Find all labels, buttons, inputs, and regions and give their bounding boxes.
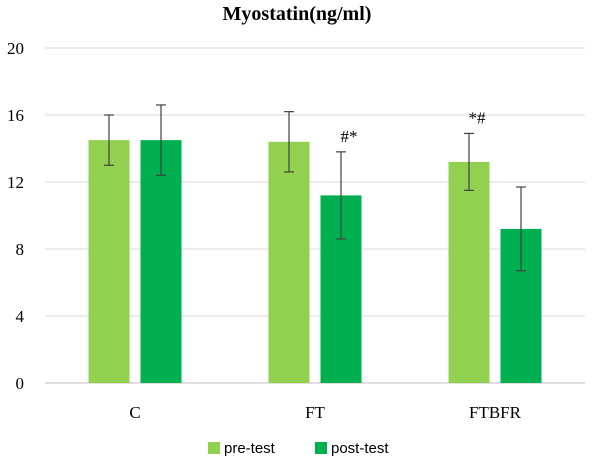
category-label: C	[129, 403, 140, 422]
y-tick-label: 20	[7, 39, 24, 58]
error-bar	[464, 132, 474, 191]
bars	[88, 140, 542, 383]
error-bar	[156, 104, 166, 176]
bar-post-test-C	[140, 140, 182, 383]
y-axis-ticks: 0 4 8 12 16 20	[7, 39, 25, 393]
error-bar	[104, 114, 114, 166]
y-tick-label: 12	[7, 173, 24, 192]
bar-pre-test-FT	[268, 141, 310, 383]
significance-annotations: #* *#	[341, 108, 487, 145]
error-bar	[284, 111, 294, 173]
legend-swatch	[315, 442, 327, 454]
legend-label: post-test	[331, 440, 389, 457]
y-tick-label: 16	[7, 106, 24, 125]
category-label: FTBFR	[469, 403, 522, 422]
error-bars	[104, 104, 526, 272]
y-tick-label: 0	[16, 374, 25, 393]
category-label: FT	[305, 403, 325, 422]
error-bar	[336, 151, 346, 240]
significance-marker: *#	[469, 108, 487, 127]
legend-label: pre-test	[224, 440, 276, 457]
bar-pre-test-C	[88, 140, 130, 383]
gridlines	[45, 47, 585, 384]
error-bar	[516, 186, 526, 272]
x-axis-categories: C FT FTBFR	[129, 403, 521, 422]
y-tick-label: 4	[16, 307, 25, 326]
legend-item: pre-test	[208, 440, 276, 457]
chart-title: Myostatin(ng/ml)	[223, 3, 372, 25]
bar-pre-test-FTBFR	[448, 161, 490, 383]
legend-swatch	[208, 442, 220, 454]
legend: pre-test post-test	[208, 440, 389, 457]
y-tick-label: 8	[16, 240, 25, 259]
significance-marker: #*	[341, 127, 358, 146]
legend-item: post-test	[315, 440, 389, 457]
